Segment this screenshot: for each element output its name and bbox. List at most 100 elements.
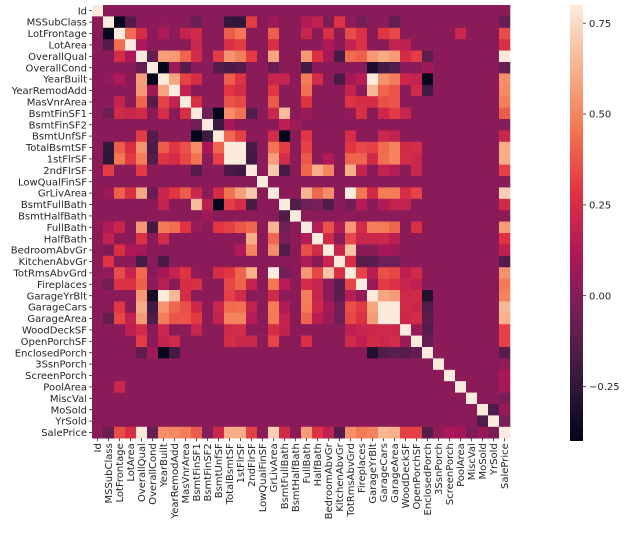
- heatmap-cell: [411, 16, 423, 29]
- heatmap-cell: [257, 198, 269, 211]
- heatmap-cell: [257, 39, 269, 51]
- heatmap-cell: [345, 404, 357, 416]
- heatmap-cell: [389, 130, 401, 143]
- heatmap-cell: [389, 84, 401, 97]
- heatmap-cell: [345, 84, 357, 97]
- heatmap-cell: [147, 301, 159, 314]
- heatmap-cell: [400, 244, 412, 257]
- heatmap-cell: [158, 119, 170, 131]
- heatmap-cell: [499, 153, 511, 165]
- heatmap-cell: [455, 62, 467, 74]
- heatmap-cell: [125, 404, 137, 416]
- heatmap-cell: [389, 16, 401, 29]
- heatmap-cell: [246, 255, 258, 268]
- heatmap-cell: [356, 358, 368, 371]
- heatmap-cell: [345, 278, 357, 291]
- heatmap-cell: [103, 324, 115, 336]
- heatmap-cell: [301, 335, 313, 348]
- heatmap-cell: [290, 347, 302, 359]
- heatmap-cell: [345, 96, 357, 108]
- heatmap-cell: [257, 244, 269, 257]
- y-tick-label: FullBath: [47, 223, 87, 234]
- heatmap-cell: [400, 164, 412, 177]
- heatmap-cell: [125, 369, 137, 382]
- heatmap-cell: [268, 39, 280, 51]
- heatmap-cell: [279, 324, 291, 336]
- heatmap-cell: [400, 347, 412, 359]
- heatmap-cell: [191, 62, 203, 74]
- y-tick-label: MoSold: [51, 405, 87, 416]
- heatmap-cell: [268, 198, 280, 211]
- heatmap-cell: [279, 153, 291, 165]
- heatmap-cell: [323, 221, 335, 234]
- heatmap-cell: [92, 198, 104, 211]
- heatmap-cell: [312, 164, 324, 177]
- heatmap-cell: [92, 107, 104, 120]
- heatmap-cell: [191, 404, 203, 416]
- heatmap-cell: [323, 392, 335, 405]
- heatmap-cell: [378, 324, 390, 336]
- y-tick-label: 2ndFlrSF: [43, 166, 87, 177]
- heatmap-cell: [92, 426, 104, 439]
- heatmap-cell: [92, 244, 104, 257]
- heatmap-cell: [499, 73, 511, 86]
- heatmap-cell: [147, 358, 159, 371]
- heatmap-cell: [213, 267, 225, 279]
- y-tick-label: OverallCond: [25, 63, 87, 74]
- heatmap-cell: [169, 267, 181, 279]
- heatmap-cell: [180, 324, 192, 336]
- heatmap-cell: [345, 233, 357, 245]
- heatmap-cell: [356, 221, 368, 234]
- heatmap-cell: [103, 198, 115, 211]
- heatmap-cell: [268, 187, 280, 200]
- heatmap-cell: [488, 198, 500, 211]
- heatmap-cell: [103, 312, 115, 325]
- heatmap-cell: [235, 96, 247, 108]
- heatmap-cell: [92, 358, 104, 371]
- heatmap-cell: [312, 187, 324, 200]
- heatmap-cell: [301, 187, 313, 200]
- heatmap-cell: [334, 84, 346, 97]
- heatmap-cell: [257, 278, 269, 291]
- heatmap-cell: [169, 119, 181, 131]
- heatmap-cell: [268, 96, 280, 108]
- heatmap-cell: [301, 381, 313, 393]
- heatmap-cell: [191, 290, 203, 302]
- heatmap-cell: [158, 278, 170, 291]
- heatmap-cell: [235, 119, 247, 131]
- heatmap-cell: [202, 221, 214, 234]
- heatmap-cell: [367, 381, 379, 393]
- heatmap-cell: [191, 50, 203, 63]
- heatmap-cell: [422, 324, 434, 336]
- y-tick-label: BedroomAbvGr: [11, 246, 88, 257]
- heatmap-cell: [290, 221, 302, 234]
- heatmap-cell: [477, 210, 489, 222]
- y-tick-label: OpenPorchSF: [21, 337, 88, 348]
- heatmap-cell: [378, 50, 390, 63]
- heatmap-cell: [466, 96, 478, 108]
- heatmap-cell: [334, 415, 346, 428]
- heatmap-cell: [378, 358, 390, 371]
- heatmap-cell: [334, 96, 346, 108]
- x-tick-label: BedroomAbvGr: [324, 442, 335, 519]
- heatmap-cell: [169, 164, 181, 177]
- heatmap-cell: [411, 278, 423, 291]
- heatmap-cell: [466, 415, 478, 428]
- heatmap-cell: [125, 392, 137, 405]
- heatmap-cell: [191, 255, 203, 268]
- heatmap-cell: [136, 107, 148, 120]
- heatmap-cell: [290, 290, 302, 302]
- heatmap-cell: [103, 404, 115, 416]
- heatmap-cell: [169, 62, 181, 74]
- heatmap-cell: [202, 27, 214, 40]
- heatmap-cell: [477, 153, 489, 165]
- heatmap-cell: [202, 119, 214, 131]
- heatmap-cell: [279, 221, 291, 234]
- heatmap-cell: [400, 176, 412, 188]
- colorbar-tick-label: 0.75: [589, 19, 611, 30]
- heatmap-cell: [224, 221, 236, 234]
- heatmap-cell: [224, 5, 236, 17]
- heatmap-cell: [191, 5, 203, 17]
- heatmap-cell: [136, 404, 148, 416]
- heatmap-cell: [422, 392, 434, 405]
